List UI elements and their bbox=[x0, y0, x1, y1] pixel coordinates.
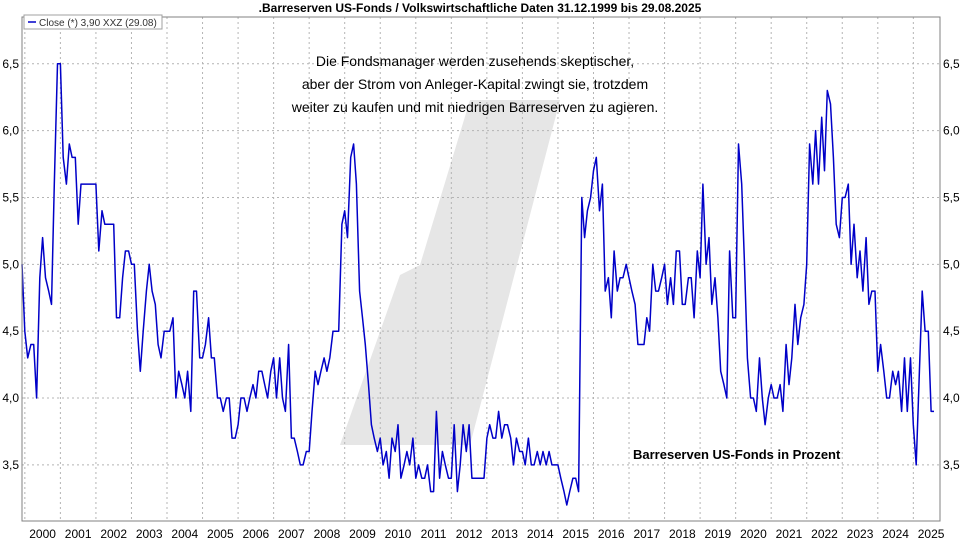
annotation-line-3: weiter zu kaufen und mit niedrigen Barre… bbox=[291, 99, 659, 115]
x-tick-label: 2017 bbox=[633, 527, 660, 540]
y-tick-label-left: 4,5 bbox=[2, 324, 19, 338]
y-tick-label-right: 5,5 bbox=[943, 190, 960, 204]
x-tick-label: 2015 bbox=[562, 527, 589, 540]
plot-frame bbox=[21, 16, 941, 522]
x-tick-label: 2019 bbox=[705, 527, 732, 540]
x-tick-label: 2013 bbox=[491, 527, 518, 540]
watermark-logo bbox=[340, 100, 560, 445]
legend-box bbox=[23, 14, 163, 30]
x-tick-label: 2018 bbox=[669, 527, 696, 540]
x-tick-label: 2004 bbox=[171, 527, 198, 540]
y-tick-label-right: 6,0 bbox=[943, 124, 960, 138]
x-tick-label: 2024 bbox=[882, 527, 909, 540]
x-tick-label: 2023 bbox=[847, 527, 874, 540]
y-tick-label-right: 5,0 bbox=[943, 257, 960, 271]
chart-caption: Barreserven US-Fonds in Prozent bbox=[633, 447, 841, 462]
y-tick-label-left: 4,0 bbox=[2, 391, 19, 405]
chart-title: .Barreserven US-Fonds / Volkswirtschaftl… bbox=[259, 1, 702, 15]
y-tick-label-left: 5,0 bbox=[2, 257, 19, 271]
y-tick-label-left: 3,5 bbox=[2, 458, 19, 472]
x-tick-label: 2001 bbox=[65, 527, 92, 540]
x-tick-label: 2025 bbox=[918, 527, 945, 540]
x-tick-label: 2020 bbox=[740, 527, 767, 540]
annotation: Die Fondsmanager werden zusehends skepti… bbox=[291, 53, 659, 115]
y-tick-label-right: 6,5 bbox=[943, 57, 960, 71]
y-axis-right: 3,5 4,0 4,5 5,0 5,5 6,0 6,5 bbox=[943, 57, 960, 472]
x-tick-label: 2009 bbox=[349, 527, 376, 540]
x-tick-label: 2014 bbox=[527, 527, 554, 540]
x-tick-label: 2003 bbox=[136, 527, 163, 540]
x-tick-label: 2002 bbox=[100, 527, 127, 540]
y-tick-label-right: 4,5 bbox=[943, 324, 960, 338]
legend-label: Close (*) 3,90 XXZ (29.08) bbox=[39, 18, 157, 29]
annotation-line-1: Die Fondsmanager werden zusehends skepti… bbox=[316, 53, 634, 69]
x-tick-label: 2010 bbox=[385, 527, 412, 540]
y-axis-left: 3,5 4,0 4,5 5,0 5,5 6,0 6,5 bbox=[2, 57, 19, 472]
x-tick-label: 2021 bbox=[776, 527, 803, 540]
series-line bbox=[21, 63, 934, 506]
annotation-line-2: aber der Strom von Anleger-Kapital zwing… bbox=[302, 76, 648, 92]
y-tick-label-left: 6,5 bbox=[2, 57, 19, 71]
x-tick-label: 2022 bbox=[811, 527, 838, 540]
y-tick-label-right: 3,5 bbox=[943, 458, 960, 472]
x-tick-label: 2012 bbox=[456, 527, 483, 540]
x-tick-label: 2007 bbox=[278, 527, 305, 540]
x-tick-label: 2006 bbox=[243, 527, 270, 540]
x-tick-label: 2011 bbox=[421, 527, 447, 540]
y-tick-label-left: 6,0 bbox=[2, 124, 19, 138]
legend: Close (*) 3,90 XXZ (29.08) bbox=[23, 14, 163, 30]
grid-lines bbox=[22, 17, 940, 521]
y-tick-label-left: 5,5 bbox=[2, 190, 19, 204]
x-tick-label: 2000 bbox=[29, 527, 56, 540]
x-axis: 2000 2001 2002 2003 2004 2005 2006 2007 2008 2009… bbox=[29, 527, 945, 540]
x-tick-label: 2005 bbox=[207, 527, 234, 540]
x-tick-label: 2016 bbox=[598, 527, 625, 540]
y-tick-label-right: 4,0 bbox=[943, 391, 960, 405]
x-tick-label: 2008 bbox=[314, 527, 341, 540]
